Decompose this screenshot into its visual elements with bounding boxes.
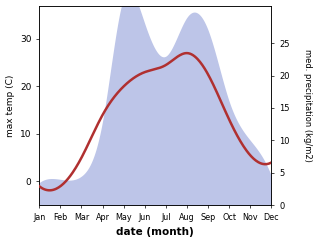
X-axis label: date (month): date (month) [116, 227, 194, 237]
Y-axis label: med. precipitation (kg/m2): med. precipitation (kg/m2) [303, 49, 313, 162]
Y-axis label: max temp (C): max temp (C) [5, 74, 15, 137]
